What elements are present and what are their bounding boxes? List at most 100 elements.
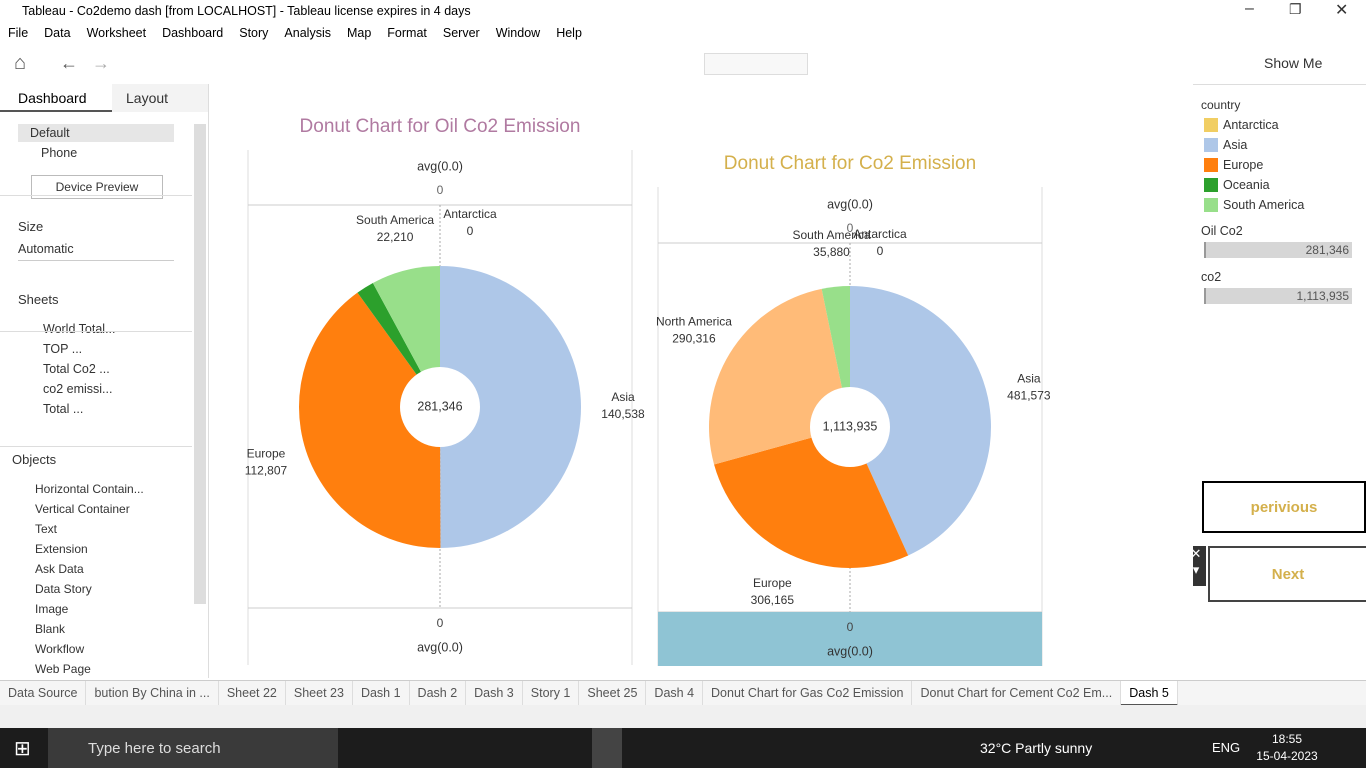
header-title: avg(0.0) [827, 197, 873, 211]
sheet-tab[interactable]: Dash 2 [410, 681, 467, 706]
slice-value: 35,880 [813, 245, 850, 259]
object-item[interactable]: Blank [35, 622, 66, 636]
sheet-tab[interactable]: bution By China in ... [86, 681, 219, 706]
object-item[interactable]: Data Story [35, 582, 92, 596]
filter-value: 281,346 [1305, 243, 1349, 257]
title-bar: Tableau - Co2demo dash [from LOCALHOST] … [0, 0, 1366, 22]
slice-value: 22,210 [377, 230, 414, 244]
home-icon[interactable]: ⌂ [14, 52, 27, 74]
object-item[interactable]: Workflow [35, 642, 85, 656]
legend-label[interactable]: Antarctica [1223, 118, 1279, 132]
menu-item[interactable]: Window [495, 26, 541, 40]
object-item[interactable]: Text [35, 522, 58, 536]
object-item[interactable]: Web Page [35, 662, 91, 676]
section-title: Size [18, 219, 44, 234]
donut-hole [810, 387, 890, 467]
panel-tab[interactable]: Dashboard [0, 84, 112, 112]
section-title: Objects [12, 452, 57, 467]
filter-slider[interactable]: 281,346 [1204, 242, 1352, 258]
sheet-tab[interactable]: Dash 3 [466, 681, 523, 706]
sheet-tab[interactable]: Donut Chart for Gas Co2 Emission [703, 681, 913, 706]
sheet-tab[interactable]: Data Source [0, 681, 87, 706]
restore[interactable]: ❐ [1289, 1, 1302, 17]
chart-title: Donut Chart for Co2 Emission [724, 153, 976, 174]
legend-swatch [1204, 198, 1218, 212]
legend-label[interactable]: Oceania [1223, 178, 1270, 192]
sheet-item[interactable]: co2 emissi... [43, 382, 113, 396]
sheet-tab[interactable]: Dash 4 [646, 681, 704, 706]
search-box[interactable]: Type here to search [48, 728, 338, 768]
size-dropdown[interactable]: Automatic [18, 242, 174, 261]
legend-label[interactable]: South America [1223, 198, 1305, 212]
sheet-tab[interactable]: Dash 5 [1121, 681, 1178, 706]
clock-time: 18:55 [1271, 732, 1303, 746]
legend-swatch [1204, 178, 1218, 192]
sheet-tab[interactable]: Sheet 22 [219, 681, 286, 706]
menu-item[interactable]: Help [556, 26, 582, 40]
dashboard-bg [209, 84, 1193, 678]
legend-swatch [1204, 158, 1218, 172]
toolbar: ⌂ ← → Show Me [0, 44, 1366, 85]
active-app[interactable] [592, 728, 622, 768]
slice-value: 0 [467, 224, 474, 238]
divider [0, 446, 192, 447]
next-button[interactable]: Next [1208, 546, 1366, 602]
device-phone[interactable]: Phone [41, 146, 78, 160]
slice-category: Antarctica [443, 207, 497, 221]
sheet-tab[interactable]: Sheet 25 [579, 681, 647, 706]
object-item[interactable]: Ask Data [35, 562, 84, 576]
menu-item[interactable]: File [8, 26, 29, 40]
slice-value: 140,538 [601, 407, 645, 421]
object-item[interactable]: Extension [35, 542, 88, 556]
slice-category: South America [792, 228, 870, 242]
status-bar [0, 705, 1366, 728]
sheet-tab[interactable]: Sheet 23 [286, 681, 353, 706]
menu-item[interactable]: Analysis [284, 26, 331, 40]
menu-item[interactable]: Worksheet [86, 26, 147, 40]
legend-title: country [1201, 98, 1241, 112]
previous-button[interactable]: perivious [1202, 481, 1366, 533]
menu-item[interactable]: Server [442, 26, 480, 40]
sheet-item[interactable]: World Total... [43, 322, 116, 336]
slice-value: 112,807 [245, 464, 288, 478]
weather: 32°C Partly sunny [980, 740, 1093, 756]
close[interactable]: ✕ [1335, 2, 1349, 19]
dropdown[interactable] [704, 53, 808, 75]
redo[interactable]: → [92, 53, 110, 73]
panel-tab[interactable]: Layout [112, 84, 208, 112]
minimize[interactable]: – [1245, 0, 1254, 17]
footer-title: avg(0.0) [417, 640, 463, 654]
device-preview-button[interactable]: Device Preview [31, 175, 163, 199]
object-item[interactable]: Vertical Container [35, 502, 130, 516]
menu-item[interactable]: Format [387, 26, 427, 40]
device-default[interactable]: Default [18, 124, 174, 142]
sheet-tab[interactable]: Story 1 [523, 681, 580, 706]
section-title: Sheets [18, 292, 59, 307]
sheet-tab[interactable]: Donut Chart for Cement Co2 Em... [912, 681, 1122, 706]
start-button[interactable]: ⊞ [14, 738, 31, 760]
legend-label[interactable]: Europe [1223, 158, 1264, 172]
object-item[interactable]: Horizontal Contain... [35, 482, 144, 496]
divider [0, 331, 192, 332]
container-handle[interactable]: ✕ ▾ [1186, 546, 1206, 586]
legend-swatch [1204, 138, 1218, 152]
filter-title: co2 [1201, 270, 1222, 284]
menu-item[interactable]: Story [239, 26, 269, 40]
pie-slice [298, 292, 441, 548]
slice-category: Europe [247, 447, 286, 461]
filter-slider[interactable]: 1,113,935 [1204, 288, 1352, 304]
pie-slice [850, 286, 991, 556]
sheet-item[interactable]: TOP ... [43, 342, 83, 356]
undo[interactable]: ← [60, 53, 78, 73]
legend-label[interactable]: Asia [1223, 138, 1248, 152]
sheet-tab[interactable]: Dash 1 [353, 681, 410, 706]
menu-item[interactable]: Data [44, 26, 71, 40]
menu-item[interactable]: Map [346, 26, 372, 40]
object-item[interactable]: Image [35, 602, 69, 616]
menu-item[interactable]: Dashboard [162, 26, 224, 40]
slice-value: 306,165 [751, 593, 795, 607]
sheet-item[interactable]: Total Co2 ... [43, 362, 110, 376]
sheet-item[interactable]: Total ... [43, 402, 84, 416]
show-me[interactable]: Show Me [1264, 55, 1323, 71]
